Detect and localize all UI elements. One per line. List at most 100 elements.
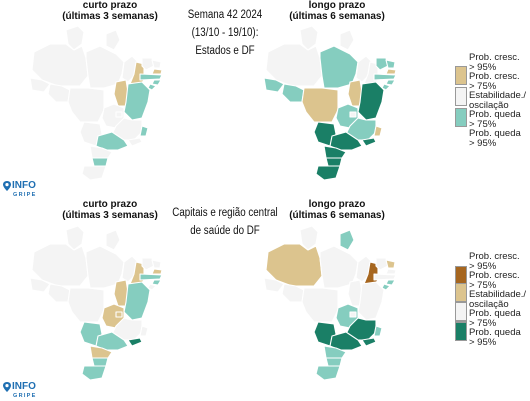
- legend-line: > 95%: [469, 62, 497, 73]
- top-center-title: Semana 42 2024 (13/10 - 19/10): Estados …: [170, 6, 281, 60]
- state-df: [115, 111, 123, 118]
- state-pa: [319, 245, 359, 289]
- legend-line: Prob. queda: [469, 327, 521, 338]
- state-es: [373, 325, 383, 337]
- state-sp: [95, 331, 129, 351]
- state-rj: [127, 337, 143, 347]
- state-mt: [67, 87, 105, 123]
- state-sc: [91, 157, 109, 167]
- title-line: (últimas 3 semanas): [62, 210, 158, 221]
- title-line: (últimas 6 semanas): [289, 11, 385, 22]
- state-rn: [151, 259, 162, 269]
- legend-line: Prob. queda: [469, 128, 521, 139]
- legend-line: Estabilidade./: [469, 289, 527, 300]
- state-ap: [339, 229, 355, 251]
- map-bottom-short-term: [29, 225, 163, 381]
- state-pe: [373, 273, 397, 281]
- title-line: (últimas 3 semanas): [62, 11, 158, 22]
- infogripe-logo-top: INFO GRIPE: [2, 181, 37, 200]
- state-ba: [123, 81, 151, 121]
- state-sp: [329, 131, 363, 151]
- state-ro: [47, 83, 71, 103]
- state-pr: [323, 345, 347, 359]
- top-right-map-title: longo prazo (últimas 6 semanas): [282, 0, 392, 22]
- state-sp: [95, 131, 129, 151]
- state-al: [151, 279, 162, 286]
- state-pe: [373, 73, 397, 81]
- state-rn: [385, 259, 396, 269]
- title-line: longo prazo: [308, 0, 366, 11]
- state-se: [147, 283, 157, 291]
- map-top-long-term: [263, 25, 397, 181]
- title-line: Semana 42 2024: [187, 9, 263, 21]
- map-top-short-term: [29, 25, 163, 181]
- state-ro: [281, 283, 305, 303]
- state-pe: [139, 73, 163, 81]
- state-pb: [385, 268, 397, 275]
- legend-label: Prob. cresc. > 75%: [469, 72, 520, 92]
- state-al: [151, 79, 162, 86]
- title-line: Estados e DF: [195, 45, 255, 57]
- state-rj: [361, 137, 377, 147]
- title-line: curto prazo: [82, 199, 138, 210]
- state-es: [139, 325, 149, 337]
- title-line: longo prazo: [308, 199, 366, 210]
- state-mt: [301, 87, 339, 123]
- legend-swatch: [455, 87, 467, 106]
- state-rr: [299, 25, 319, 51]
- state-pa: [85, 45, 125, 89]
- state-ac: [263, 77, 285, 93]
- state-al: [385, 79, 396, 86]
- state-df: [349, 111, 357, 118]
- title-line: (últimas 6 semanas): [289, 210, 385, 221]
- legend-line: Prob. queda: [469, 308, 521, 319]
- legend-line: oscilação: [469, 100, 509, 111]
- state-ro: [281, 83, 305, 103]
- state-ba: [357, 81, 385, 121]
- title-line: de saúde do DF: [190, 225, 260, 237]
- state-pb: [151, 268, 163, 275]
- legend-line: > 95%: [469, 337, 497, 348]
- state-rj: [127, 137, 143, 147]
- logo-name: INFO: [12, 381, 36, 392]
- legend-label: Prob. queda > 95%: [469, 129, 521, 149]
- top-left-map-title: curto prazo (últimas 3 semanas): [55, 0, 165, 22]
- legend-label: Prob. queda > 75%: [469, 110, 521, 130]
- title-line: (13/10 - 19/10):: [191, 27, 259, 39]
- state-ac: [29, 277, 51, 293]
- state-al: [385, 279, 396, 286]
- logo-sub: GRIPE: [13, 393, 37, 399]
- state-pr: [89, 145, 113, 159]
- legend-swatch: [455, 108, 467, 127]
- title-line: curto prazo: [82, 0, 138, 11]
- state-pr: [89, 345, 113, 359]
- state-sp: [329, 331, 363, 351]
- state-rs: [81, 365, 107, 381]
- state-rj: [361, 337, 377, 347]
- legend-line: Prob. cresc.: [469, 52, 520, 63]
- legend-label: Estabilidade./ oscilação: [469, 290, 526, 310]
- legend-label: Estabilidade./ oscilação: [469, 91, 526, 111]
- state-ce: [375, 57, 389, 71]
- state-ro: [47, 283, 71, 303]
- legend-line: > 75%: [469, 81, 497, 92]
- logo-sub: GRIPE: [13, 192, 37, 198]
- state-se: [381, 83, 391, 91]
- legend-swatch: [455, 302, 467, 321]
- legend-line: Prob. cresc.: [469, 71, 520, 82]
- state-es: [139, 125, 149, 137]
- legend-swatch: [455, 283, 467, 302]
- state-rs: [315, 165, 341, 181]
- state-pa: [319, 45, 359, 89]
- bottom-right-map-title: longo prazo (últimas 6 semanas): [282, 199, 392, 221]
- state-pb: [151, 68, 163, 75]
- state-ac: [263, 277, 285, 293]
- legend-swatch: [455, 66, 467, 85]
- state-ba: [357, 281, 385, 321]
- state-rs: [315, 365, 341, 381]
- state-rs: [81, 165, 107, 181]
- state-mt: [67, 287, 105, 323]
- state-rr: [299, 225, 319, 251]
- state-pb: [385, 68, 397, 75]
- state-ap: [105, 29, 121, 51]
